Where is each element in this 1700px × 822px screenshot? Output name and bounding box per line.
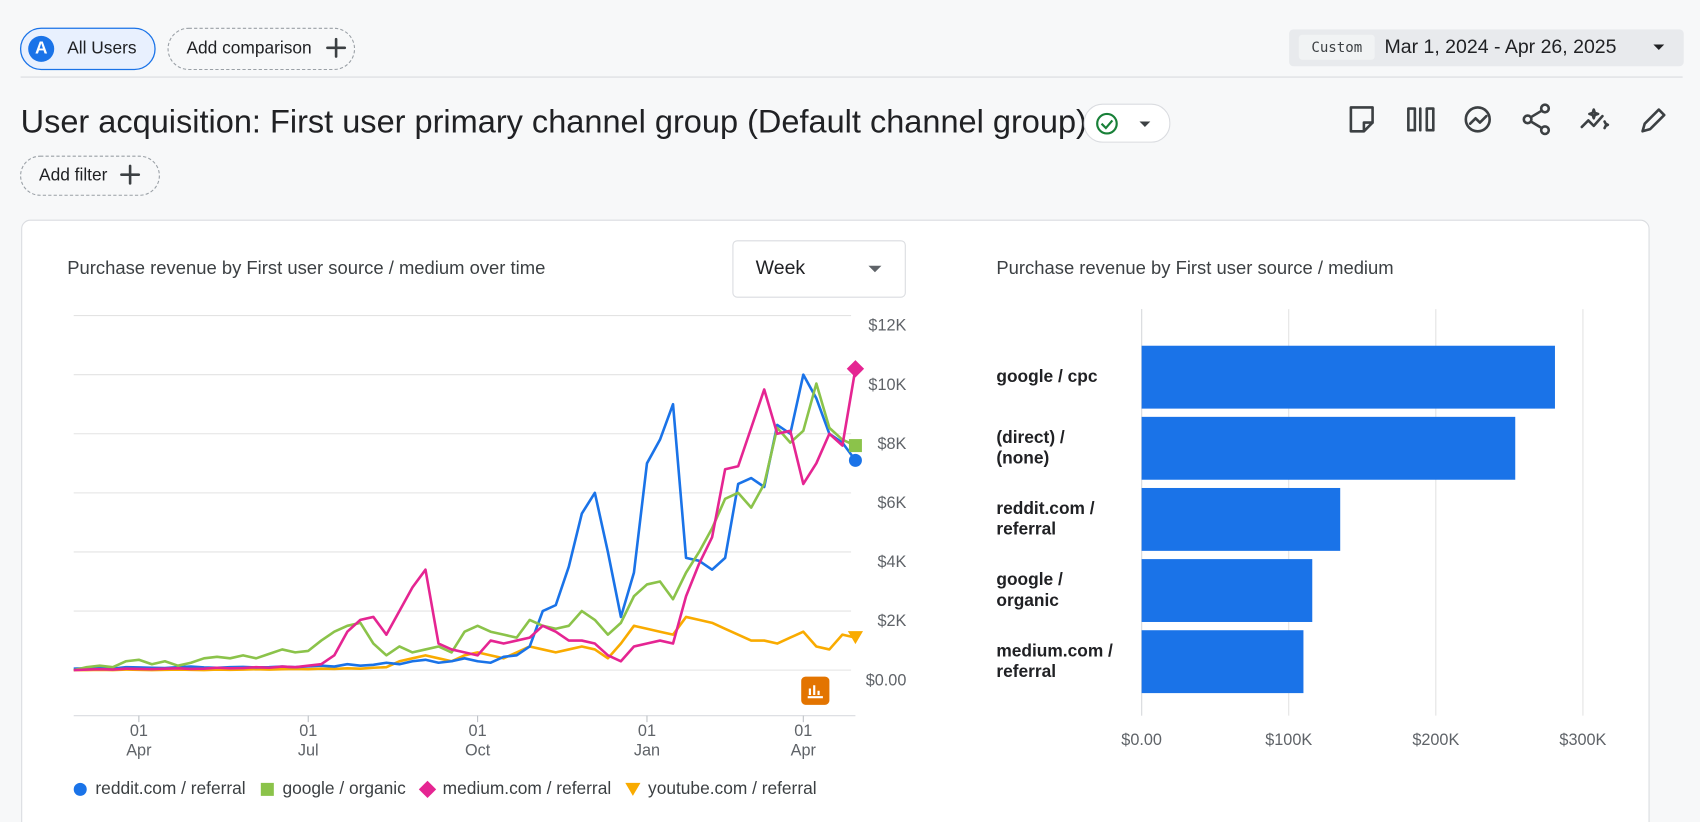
icon-glyph bbox=[807, 685, 823, 699]
legend-swatch bbox=[260, 782, 274, 796]
icon-part bbox=[1464, 106, 1491, 133]
y-tick-label: $2K bbox=[877, 612, 906, 630]
status-button[interactable] bbox=[1083, 103, 1171, 143]
caret bbox=[868, 265, 882, 273]
legend-swatch bbox=[625, 782, 641, 796]
x-tick-label: $300K bbox=[1559, 731, 1606, 749]
date-bg bbox=[1289, 29, 1684, 67]
caret bbox=[1139, 121, 1151, 127]
y-tick-label: $10K bbox=[868, 376, 906, 394]
note-icon[interactable] bbox=[1349, 106, 1374, 133]
add-filter-label: Add filter bbox=[39, 164, 108, 184]
icon-part bbox=[1529, 109, 1544, 130]
series-line bbox=[73, 368, 857, 672]
legend-item[interactable]: medium.com / referral bbox=[418, 778, 612, 799]
segment-chip[interactable]: A All Users bbox=[19, 27, 156, 71]
edit-icon[interactable] bbox=[1641, 108, 1666, 133]
legend-label: google / organic bbox=[283, 778, 407, 798]
plus-icon bbox=[120, 164, 141, 185]
x-tick-label: 01 Jan bbox=[634, 722, 660, 760]
icon-part bbox=[1522, 114, 1533, 125]
share-icon[interactable] bbox=[1522, 103, 1551, 136]
bar bbox=[1141, 416, 1516, 480]
line-chart-title: Purchase revenue by First user source / … bbox=[67, 257, 545, 278]
legend-label: medium.com / referral bbox=[443, 778, 612, 798]
category-label: reddit.com / referral bbox=[996, 498, 1094, 539]
bar-chart-title: Purchase revenue by First user source / … bbox=[996, 257, 1393, 278]
chip-bg bbox=[167, 27, 356, 71]
dropdown-bg bbox=[732, 240, 906, 298]
legend-item[interactable]: youtube.com / referral bbox=[625, 778, 817, 798]
caret bbox=[1653, 44, 1665, 50]
line-chart: $0.00 $2K $4K $6K $8K $10K $12K 01 Apr 01 Jul 01 Oct… bbox=[73, 315, 907, 799]
category-label: medium.com / referral bbox=[996, 640, 1113, 681]
marker bbox=[846, 360, 865, 378]
badge bbox=[28, 35, 55, 62]
check bbox=[1100, 119, 1114, 130]
insights-icon[interactable] bbox=[1464, 106, 1491, 133]
marker bbox=[847, 631, 864, 645]
y-tick-label: $6K bbox=[877, 494, 906, 512]
legend-item[interactable]: google / organic bbox=[260, 778, 407, 798]
compare-icon[interactable] bbox=[1407, 107, 1435, 132]
date-range: Mar 1, 2024 - Apr 26, 2025 bbox=[1385, 36, 1617, 58]
check-circle bbox=[1096, 112, 1118, 135]
legend-label: reddit.com / referral bbox=[95, 778, 245, 798]
add-comparison-label: Add comparison bbox=[186, 37, 311, 57]
chip-bg bbox=[20, 155, 160, 196]
y-tick-label: $0.00 bbox=[866, 671, 907, 689]
marker bbox=[848, 439, 862, 453]
x-tick-label: $0.00 bbox=[1121, 731, 1162, 749]
y-tick-label: $8K bbox=[877, 435, 906, 453]
sparkle-icon[interactable] bbox=[1580, 108, 1610, 130]
series-line bbox=[73, 382, 856, 672]
category-label: google / cpc bbox=[996, 366, 1097, 386]
y-tick-label: $12K bbox=[868, 317, 906, 335]
date-picker[interactable]: Custom Mar 1, 2024 - Apr 26, 2025 bbox=[1289, 29, 1684, 67]
x-tick-label: 01 Apr bbox=[791, 722, 817, 760]
x-tick-label: $100K bbox=[1265, 731, 1312, 749]
granularity: Week bbox=[756, 257, 806, 279]
mode-bg bbox=[1298, 34, 1375, 60]
bar bbox=[1141, 487, 1341, 551]
chip-bg bbox=[19, 27, 156, 71]
category-label: (direct) / (none) bbox=[996, 427, 1065, 468]
icon-part bbox=[1539, 125, 1551, 136]
date-mode: Custom bbox=[1311, 40, 1362, 56]
add-filter[interactable]: Add filter bbox=[20, 155, 160, 196]
granularity-dropdown[interactable]: Week bbox=[732, 240, 906, 298]
category-label: google / organic bbox=[996, 569, 1063, 610]
bar-chart: $0.00 $100K $200K $300K google / cpc (direct)… bbox=[996, 309, 1607, 749]
legend-item[interactable]: reddit.com / referral bbox=[73, 778, 246, 798]
annotation-icon[interactable] bbox=[801, 676, 830, 705]
legend-label: youtube.com / referral bbox=[648, 778, 817, 798]
segment-label: All Users bbox=[67, 37, 137, 57]
badge-letter: A bbox=[35, 37, 48, 57]
page-title: User acquisition: First user primary cha… bbox=[21, 103, 1087, 139]
bar bbox=[1141, 345, 1555, 409]
x-tick-label: $200K bbox=[1412, 731, 1459, 749]
series-line bbox=[73, 615, 856, 672]
plus-icon bbox=[326, 37, 347, 58]
add-comparison[interactable]: Add comparison bbox=[167, 27, 356, 71]
x-tick-label: 01 Oct bbox=[465, 722, 491, 760]
x-tick-label: 01 Jul bbox=[298, 722, 319, 760]
icon-part bbox=[1539, 103, 1551, 114]
bar bbox=[1141, 559, 1313, 622]
card bbox=[21, 219, 1650, 822]
marker bbox=[848, 453, 862, 467]
x-tick-label: 01 Apr bbox=[126, 722, 152, 760]
bar bbox=[1141, 630, 1304, 694]
y-tick-label: $4K bbox=[877, 553, 906, 571]
legend-swatch bbox=[73, 782, 87, 796]
icon-part bbox=[1468, 114, 1488, 125]
